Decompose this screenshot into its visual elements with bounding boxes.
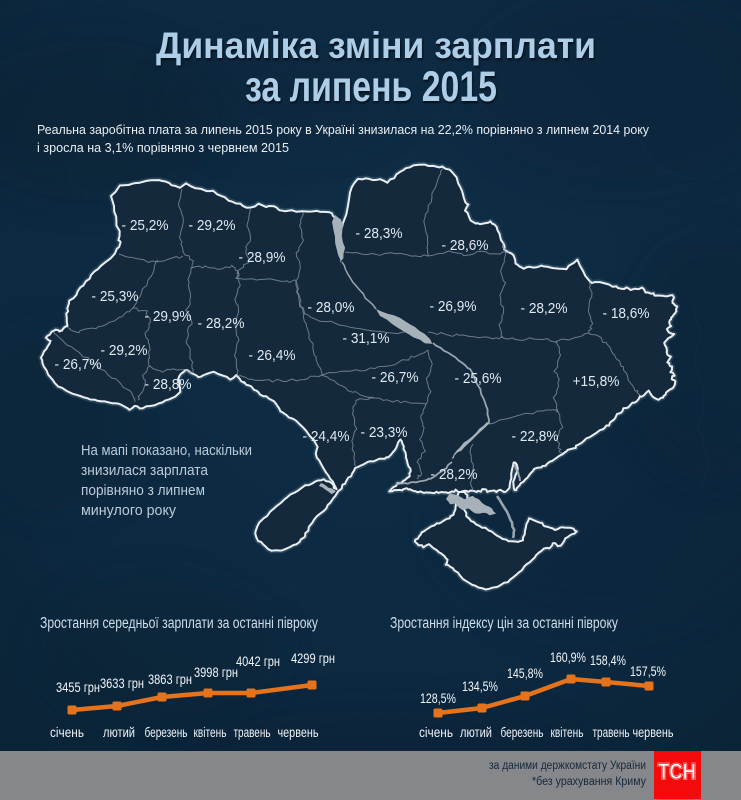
svg-text:лютий: лютий [103, 724, 135, 740]
svg-text:- 31,1%: - 31,1% [343, 331, 390, 347]
svg-text:за липень 2015: за липень 2015 [245, 63, 497, 111]
svg-text:- 24,4%: - 24,4% [303, 429, 350, 445]
svg-text:145,8%: 145,8% [507, 666, 543, 681]
svg-text:лютий: лютий [460, 724, 492, 740]
svg-text:- 25,3%: - 25,3% [92, 289, 139, 305]
svg-text:- 26,7%: - 26,7% [55, 357, 102, 373]
svg-text:ТСН: ТСН [658, 759, 696, 784]
svg-text:- 22,8%: - 22,8% [512, 429, 559, 445]
svg-text:січень: січень [50, 724, 84, 740]
svg-text:- 25,6%: - 25,6% [455, 371, 502, 387]
svg-text:Динаміка зміни зарплати: Динаміка зміни зарплати [156, 25, 596, 66]
svg-text:- 29,2%: - 29,2% [189, 218, 236, 234]
svg-text:Зростання індексу цін за оста: Зростання індексу цін за останні півроку [390, 615, 618, 632]
svg-text:- 29,9%: - 29,9% [145, 309, 192, 325]
svg-text:- 26,9%: - 26,9% [430, 299, 477, 315]
svg-text:- 28,8%: - 28,8% [145, 377, 192, 393]
svg-text:- 28,2%: - 28,2% [431, 467, 478, 483]
svg-text:3633 грн: 3633 грн [100, 676, 144, 691]
svg-text:березень: березень [501, 724, 544, 740]
svg-text:знизилася зарплата: знизилася зарплата [81, 462, 209, 479]
svg-text:минулого року: минулого року [81, 502, 176, 519]
svg-text:березень: березень [145, 724, 188, 740]
svg-text:- 23,3%: - 23,3% [361, 425, 408, 441]
svg-text:+15,8%: +15,8% [573, 374, 620, 390]
svg-text:134,5%: 134,5% [462, 679, 498, 694]
svg-text:На мапі показано, наскільки: На мапі показано, наскільки [81, 442, 252, 459]
svg-text:- 25,2%: - 25,2% [122, 218, 169, 234]
svg-text:158,4%: 158,4% [590, 653, 626, 668]
svg-text:- 29,2%: - 29,2% [101, 343, 148, 359]
svg-text:квітень: квітень [551, 724, 584, 740]
svg-text:квітень: квітень [194, 724, 227, 740]
svg-text:3455 грн: 3455 грн [56, 680, 100, 695]
svg-text:Реальна заробітна плата за лип: Реальна заробітна плата за липень 2015 р… [37, 122, 649, 137]
svg-text:порівняно з липнем: порівняно з липнем [81, 482, 205, 499]
svg-text:травень: травень [593, 724, 630, 740]
svg-text:- 28,3%: - 28,3% [356, 226, 403, 242]
svg-text:3998 грн: 3998 грн [194, 665, 238, 680]
svg-text:травень: травень [234, 724, 271, 740]
svg-text:- 26,7%: - 26,7% [372, 370, 419, 386]
svg-text:157,5%: 157,5% [630, 664, 666, 679]
svg-text:- 28,0%: - 28,0% [308, 300, 355, 316]
svg-text:4042 грн: 4042 грн [236, 654, 280, 669]
svg-text:- 28,2%: - 28,2% [198, 316, 245, 332]
svg-text:ТСН: ТСН [658, 759, 696, 784]
svg-text:3863 грн: 3863 грн [148, 672, 192, 687]
svg-text:- 18,6%: - 18,6% [603, 306, 650, 322]
svg-text:і зросла на 3,1% порівняно з ч: і зросла на 3,1% порівняно з червнем 201… [37, 140, 289, 155]
svg-text:червень: червень [278, 724, 319, 740]
svg-text:- 26,4%: - 26,4% [249, 348, 296, 364]
svg-text:червень: червень [633, 724, 674, 740]
svg-text:за даними держкомстату України: за даними держкомстату України [489, 760, 646, 772]
svg-text:4299 грн: 4299 грн [291, 651, 335, 666]
svg-text:128,5%: 128,5% [420, 691, 456, 706]
svg-text:січень: січень [419, 724, 453, 740]
svg-text:160,9%: 160,9% [550, 650, 586, 665]
svg-text:Зростання середньої зарплати з: Зростання середньої зарплати за останні … [40, 615, 318, 632]
svg-text:- 28,6%: - 28,6% [442, 238, 489, 254]
svg-text:*без урахування Криму: *без урахування Криму [532, 776, 646, 788]
svg-text:- 28,2%: - 28,2% [521, 301, 568, 317]
svg-text:- 28,9%: - 28,9% [239, 250, 286, 266]
